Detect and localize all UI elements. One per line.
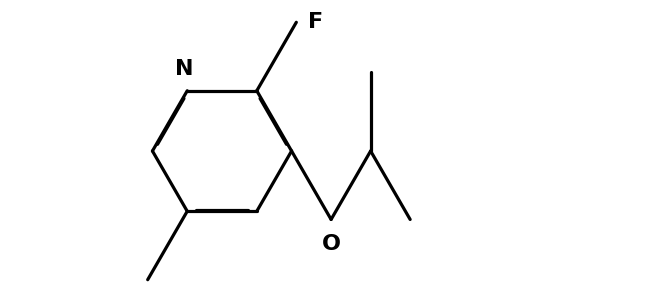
Text: N: N xyxy=(175,59,193,79)
Text: F: F xyxy=(308,12,323,32)
Text: O: O xyxy=(321,234,341,254)
